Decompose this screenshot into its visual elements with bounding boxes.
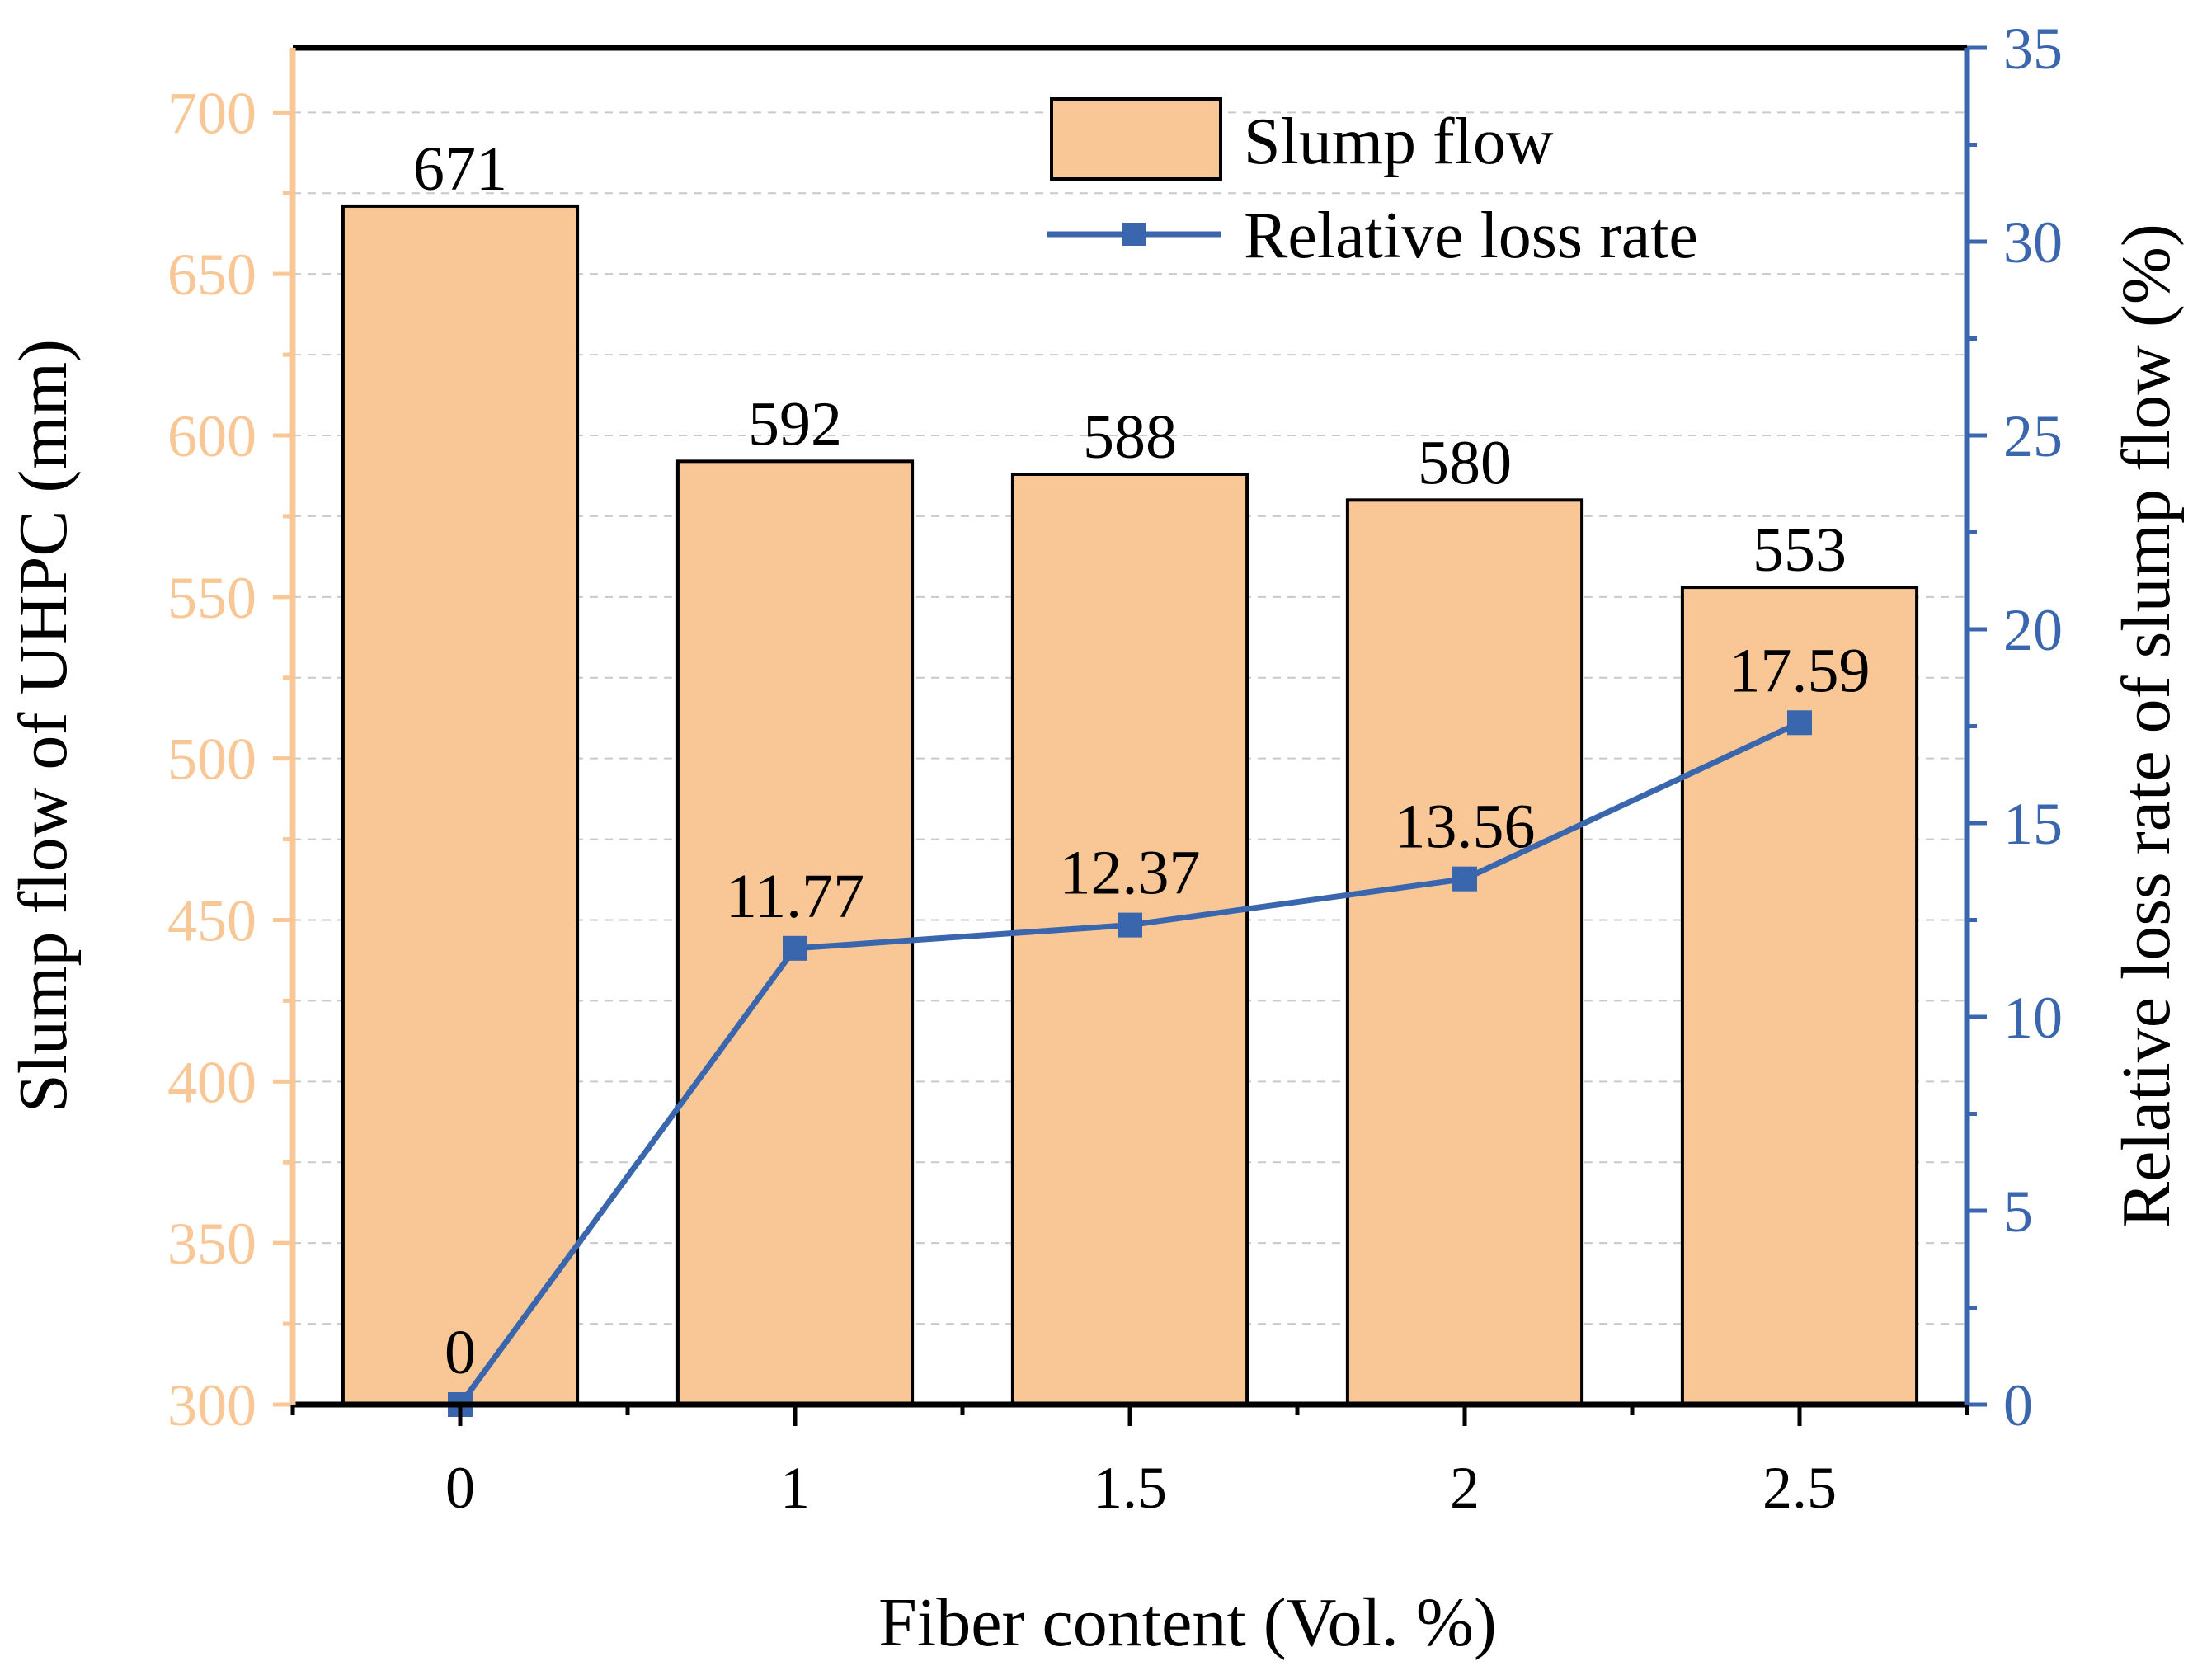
y-left-tick-label: 550 <box>167 565 256 631</box>
bar-2 <box>1345 498 1584 1406</box>
y-right-tick-label: 30 <box>2003 209 2063 275</box>
loss-rate-value-label: 11.77 <box>726 862 864 931</box>
y-left-tick-label: 400 <box>167 1049 256 1115</box>
y-axis-right-title: Relative loss rate of slump flow (%) <box>2108 224 2185 1228</box>
bars <box>341 204 1919 1407</box>
bar-2.5 <box>1680 586 1919 1406</box>
loss-rate-marker <box>1452 866 1477 892</box>
legend-label-relative-loss-rate: Relative loss rate <box>1244 200 1698 272</box>
legend-label-slump-flow: Slump flow <box>1244 106 1554 178</box>
legend-marker-swatch <box>1122 223 1146 246</box>
y-left-tick-label: 500 <box>167 727 256 793</box>
legend: Slump flow Relative loss rate <box>1047 97 1698 272</box>
y-right-tick-label: 25 <box>2003 403 2063 469</box>
loss-rate-marker <box>1118 912 1142 938</box>
loss-rate-marker <box>1787 710 1812 736</box>
x-axis-title: Fiber content (Vol. %) <box>878 1584 1497 1661</box>
bar-value-label: 592 <box>748 389 842 459</box>
x-tick-label: 2 <box>1450 1455 1480 1521</box>
y-axis-left-title: Slump flow of UHPC (mm) <box>5 339 82 1113</box>
loss-rate-line <box>448 710 1812 1417</box>
y-right-tick-label: 20 <box>2003 597 2063 663</box>
loss-rate-marker <box>783 935 807 961</box>
y-right-tick-label: 35 <box>2003 16 2063 82</box>
bar-value-label: 671 <box>413 134 507 204</box>
loss-rate-value-label: 17.59 <box>1729 636 1871 705</box>
x-tick-label: 2.5 <box>1762 1455 1837 1521</box>
legend-bar-swatch <box>1050 97 1222 181</box>
bar-0 <box>341 204 580 1407</box>
bar-1 <box>675 459 915 1406</box>
y-left-tick-label: 450 <box>167 888 256 954</box>
loss-rate-value-label: 13.56 <box>1395 793 1536 862</box>
loss-rate-value-label: 12.37 <box>1060 839 1201 908</box>
axes: 3003504004505005506006507000510152025303… <box>167 16 2063 1521</box>
x-tick-label: 1.5 <box>1093 1455 1167 1521</box>
bar-value-label: 580 <box>1418 428 1512 497</box>
y-right-tick-label: 5 <box>2003 1179 2033 1245</box>
data-labels: 671 592 588 580 553 0 11.77 12.37 13.56 17.59 <box>413 134 1871 1387</box>
y-left-tick-label: 300 <box>167 1372 256 1438</box>
bar-value-label: 588 <box>1083 402 1177 472</box>
y-right-tick-label: 0 <box>2003 1372 2033 1438</box>
x-tick-label: 1 <box>780 1455 810 1521</box>
loss-rate-value-label: 0 <box>445 1318 476 1387</box>
bar-value-label: 553 <box>1753 515 1847 585</box>
bar-1.5 <box>1010 473 1249 1406</box>
y-left-tick-label: 600 <box>167 403 256 469</box>
y-left-tick-label: 350 <box>167 1211 256 1277</box>
y-right-tick-label: 15 <box>2003 791 2063 857</box>
y-right-tick-label: 10 <box>2003 985 2063 1051</box>
y-left-tick-label: 650 <box>167 242 256 308</box>
x-tick-label: 0 <box>445 1455 475 1521</box>
y-left-tick-label: 700 <box>167 80 256 146</box>
